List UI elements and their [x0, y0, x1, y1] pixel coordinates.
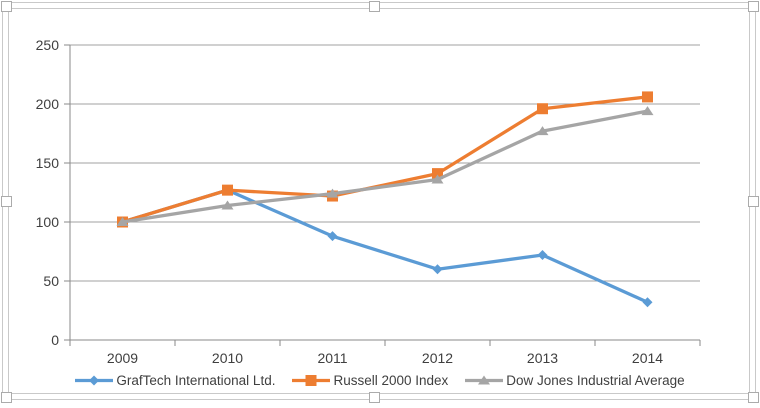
legend-marker-line [75, 375, 114, 385]
legend: GrafTech International Ltd. Russell 2000… [0, 366, 760, 394]
data-point-marker[interactable] [222, 184, 233, 196]
data-point-marker[interactable] [326, 188, 339, 198]
selection-handle-e[interactable] [748, 196, 759, 207]
data-point-marker[interactable] [536, 126, 549, 136]
x-tick-label: 2014 [632, 350, 663, 366]
legend-label: GrafTech International Ltd. [116, 372, 276, 388]
y-tick-label: 150 [36, 155, 60, 171]
legend-marker-line [292, 374, 331, 386]
data-point-marker[interactable] [642, 297, 653, 308]
y-tick-label: 100 [36, 214, 60, 230]
legend-label: Dow Jones Industrial Average [506, 372, 685, 388]
data-point-marker[interactable] [537, 103, 548, 115]
data-point-marker[interactable] [431, 174, 444, 184]
selection-handle-w[interactable] [1, 196, 12, 207]
legend-marker-diamond-icon [75, 374, 114, 387]
selection-handle-sw[interactable] [1, 392, 12, 403]
diamond-icon[interactable] [89, 375, 100, 385]
selection-handle-ne[interactable] [748, 1, 759, 12]
x-tick-label: 2013 [527, 350, 558, 366]
data-point-marker[interactable] [641, 106, 654, 116]
legend-item-russell-2000[interactable]: Russell 2000 Index [292, 373, 448, 388]
square-icon[interactable] [305, 374, 317, 386]
data-point-marker[interactable] [537, 250, 548, 261]
legend-item-graftech[interactable]: GrafTech International Ltd. [75, 373, 275, 388]
x-tick-label: 2011 [317, 350, 347, 366]
x-tick-label: 2010 [212, 350, 243, 366]
triangle-icon[interactable] [478, 375, 491, 384]
selection-handle-s[interactable] [369, 392, 380, 403]
data-point-marker[interactable] [221, 200, 234, 210]
series-line-1[interactable] [120, 188, 650, 304]
y-tick-label: 200 [36, 96, 60, 112]
y-tick-label: 0 [51, 332, 59, 348]
legend-item-dow-jones[interactable]: Dow Jones Industrial Average [465, 372, 685, 388]
selection-handle-nw[interactable] [1, 1, 12, 12]
legend-marker-square-icon [292, 374, 331, 387]
data-point-marker[interactable] [116, 217, 129, 226]
legend-marker-line [465, 375, 504, 384]
legend-marker-triangle-icon [465, 374, 504, 387]
data-point-marker[interactable] [642, 91, 653, 103]
series-line-2[interactable] [120, 95, 650, 224]
series-line-3[interactable] [120, 109, 650, 224]
y-tick-label: 50 [43, 273, 59, 289]
data-point-marker[interactable] [432, 168, 443, 180]
selection-handle-n[interactable] [369, 1, 380, 12]
selection-handle-se[interactable] [748, 392, 759, 403]
y-tick-label: 250 [36, 37, 60, 53]
data-point-marker[interactable] [327, 231, 338, 242]
legend-label: Russell 2000 Index [333, 372, 449, 388]
data-point-marker[interactable] [432, 264, 443, 275]
x-tick-label: 2012 [422, 350, 453, 366]
x-tick-label: 2009 [107, 350, 138, 366]
